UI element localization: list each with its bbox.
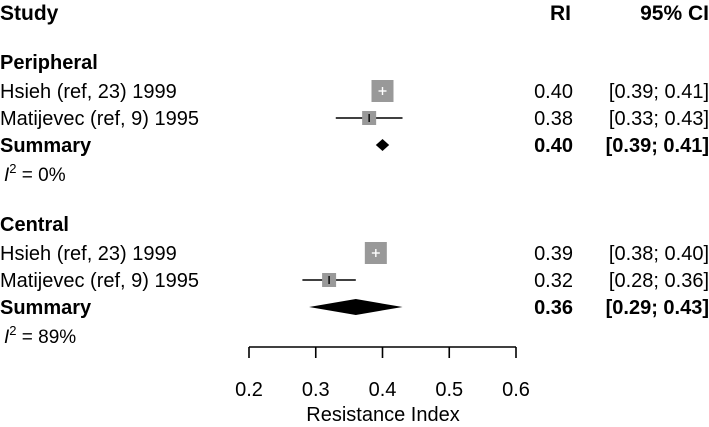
estimate-text: 0.38 (534, 108, 573, 130)
group-title-central: Central (0, 214, 69, 236)
x-axis-ticks: 0.2 0.3 0.4 0.5 0.6 (235, 347, 530, 401)
summary-estimate-text: 0.40 (534, 135, 573, 157)
study-label: Hsieh (ref, 23) 1999 (0, 243, 177, 265)
summary-estimate-text: 0.36 (534, 297, 573, 319)
study-label: Hsieh (ref, 23) 1999 (0, 81, 177, 103)
x-tick-label: 0.2 (235, 379, 263, 401)
summary-diamond (375, 139, 390, 151)
group-title-peripheral: Peripheral (0, 52, 98, 74)
study-label: Matijevec (ref, 9) 1995 (0, 270, 199, 292)
x-axis-title: Resistance Index (306, 404, 459, 426)
estimate-text: 0.39 (534, 243, 573, 265)
heterogeneity-label: I2 = 89% (4, 323, 76, 348)
summary-ci-text: [0.39; 0.41] (606, 135, 709, 157)
summary-ci-text: [0.29; 0.43] (606, 297, 709, 319)
x-tick-label: 0.5 (435, 379, 463, 401)
header-estimate: RI (550, 2, 571, 25)
summary-label: Summary (0, 135, 92, 157)
header-ci: 95% CI (640, 2, 709, 25)
summary-diamond (309, 299, 403, 315)
x-tick-label: 0.6 (502, 379, 530, 401)
ci-text: [0.38; 0.40] (609, 243, 709, 265)
heterogeneity-label: I2 = 0% (4, 161, 66, 186)
estimate-text: 0.32 (534, 270, 573, 292)
ci-text: [0.33; 0.43] (609, 108, 709, 130)
header-study: Study (0, 2, 59, 25)
study-label: Matijevec (ref, 9) 1995 (0, 108, 199, 130)
summary-label: Summary (0, 297, 92, 319)
ci-text: [0.28; 0.36] (609, 270, 709, 292)
x-tick-label: 0.3 (302, 379, 330, 401)
plot-marks (302, 80, 403, 315)
x-tick-label: 0.4 (369, 379, 397, 401)
estimate-text: 0.40 (534, 81, 573, 103)
ci-text: [0.39; 0.41] (609, 81, 709, 103)
